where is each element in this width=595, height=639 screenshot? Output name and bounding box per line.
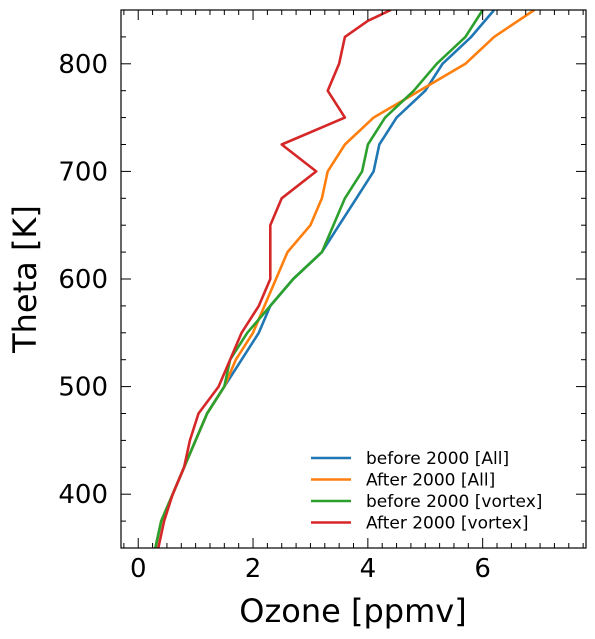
legend-label-3: After 2000 [vortex] [366,514,529,534]
y-tick-label: 600 [58,265,108,295]
x-tick-label: 4 [360,554,377,584]
tick-labels: 0 2 4 6 400 500 600 700 800 [58,50,491,584]
y-tick-label: 400 [58,480,108,510]
legend-label-0: before 2000 [All] [366,449,509,469]
series-lines [154,10,536,548]
x-tick-label: 0 [130,554,147,584]
y-tick-label: 500 [58,373,108,403]
series-line-3 [157,10,392,548]
x-tick-label: 2 [245,554,262,584]
y-axis-title: Theta [K] [6,205,44,354]
axis-ticks [121,9,586,549]
legend-label-2: before 2000 [vortex] [366,492,542,512]
y-tick-label: 700 [58,157,108,187]
x-axis-title: Ozone [ppmv] [239,592,466,630]
series-line-2 [154,10,484,548]
y-tick-label: 800 [58,50,108,80]
legend-label-1: After 2000 [All] [366,471,495,491]
plot-background [121,10,586,548]
x-tick-label: 6 [474,554,491,584]
legend: before 2000 [All]After 2000 [All]before … [311,449,542,534]
